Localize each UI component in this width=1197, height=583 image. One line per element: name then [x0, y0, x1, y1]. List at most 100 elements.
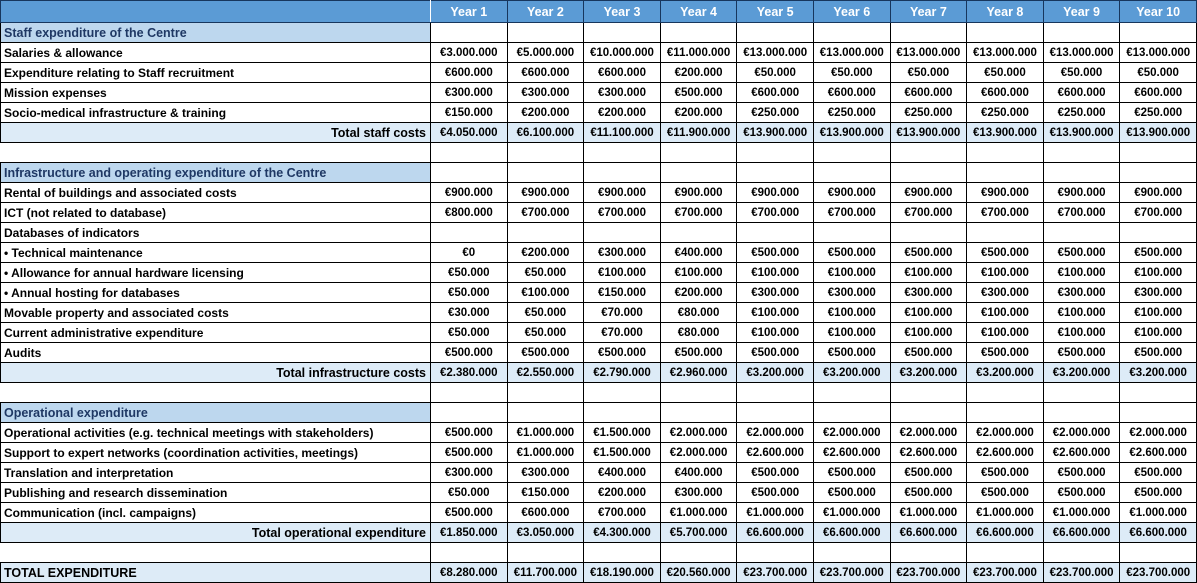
value-cell: €500.000	[889, 342, 968, 363]
table-row: Salaries & allowance €3.000.000 €5.000.000…	[0, 42, 1197, 63]
value-cell: €11.000.000	[659, 42, 738, 63]
value-cell: €200.000	[659, 62, 738, 83]
value-cell: €500.000	[889, 482, 968, 503]
value-cell: €100.000	[506, 282, 585, 303]
value-cell: €700.000	[1119, 202, 1197, 223]
value-cell: €1.000.000	[812, 502, 891, 523]
value-cell: €13.900.000	[736, 122, 814, 143]
value-cell: €13.900.000	[812, 122, 891, 143]
empty-cell	[506, 22, 585, 43]
value-cell: €100.000	[583, 262, 661, 283]
value-cell: €6.600.000	[966, 522, 1044, 543]
value-cell: €6.600.000	[1042, 522, 1121, 543]
row-label-cell: Publishing and research dissemination	[0, 482, 431, 503]
year-header-cell: Year 5	[736, 0, 814, 23]
spacer-row	[0, 142, 1197, 163]
value-cell: €500.000	[430, 342, 508, 363]
value-cell: €500.000	[889, 462, 968, 483]
spacer-cell	[736, 542, 814, 563]
spacer-cell	[966, 542, 1044, 563]
value-cell: €8.280.000	[430, 562, 508, 583]
row-label-cell: • Allowance for annual hardware licensin…	[0, 262, 431, 283]
value-cell: €13.000.000	[966, 42, 1044, 63]
spacer-row	[0, 542, 1197, 563]
value-cell: €900.000	[583, 182, 661, 203]
value-cell	[889, 222, 968, 243]
value-cell: €700.000	[659, 202, 738, 223]
value-cell: €4.300.000	[583, 522, 661, 543]
spacer-cell	[889, 142, 968, 163]
value-cell: €50.000	[966, 62, 1044, 83]
value-cell: €50.000	[1042, 62, 1121, 83]
value-cell: €900.000	[1042, 182, 1121, 203]
value-cell: €600.000	[430, 62, 508, 83]
value-cell: €13.000.000	[889, 42, 968, 63]
table-row: Databases of indicators	[0, 222, 1197, 243]
value-cell: €700.000	[812, 202, 891, 223]
table-row: • Allowance for annual hardware licensin…	[0, 262, 1197, 283]
spacer-cell	[812, 382, 891, 403]
value-cell: €300.000	[889, 282, 968, 303]
value-cell: €500.000	[1119, 242, 1197, 263]
spacer-cell	[736, 382, 814, 403]
value-cell: €250.000	[966, 102, 1044, 123]
spacer-cell	[812, 542, 891, 563]
year-header-cell: Year 4	[659, 0, 738, 23]
value-cell: €200.000	[583, 482, 661, 503]
value-cell: €250.000	[812, 102, 891, 123]
value-cell: €2.960.000	[659, 362, 738, 383]
row-label-cell: • Technical maintenance	[0, 242, 431, 263]
value-cell	[430, 222, 508, 243]
value-cell: €5.000.000	[506, 42, 585, 63]
value-cell: €500.000	[430, 442, 508, 463]
table-row: Support to expert networks (coordination…	[0, 442, 1197, 463]
value-cell: €3.000.000	[430, 42, 508, 63]
table-row: • Annual hosting for databases €50.000 €10…	[0, 282, 1197, 303]
spacer-cell	[812, 142, 891, 163]
spacer-row	[0, 382, 1197, 403]
row-label-cell: • Annual hosting for databases	[0, 282, 431, 303]
value-cell: €13.900.000	[966, 122, 1044, 143]
value-cell: €300.000	[583, 242, 661, 263]
value-cell: €300.000	[659, 482, 738, 503]
empty-cell	[1042, 22, 1121, 43]
value-cell: €300.000	[966, 282, 1044, 303]
value-cell: €11.100.000	[583, 122, 661, 143]
value-cell: €50.000	[506, 322, 585, 343]
value-cell: €500.000	[430, 502, 508, 523]
value-cell: €1.000.000	[1119, 502, 1197, 523]
value-cell: €2.600.000	[966, 442, 1044, 463]
value-cell: €4.050.000	[430, 122, 508, 143]
value-cell	[583, 222, 661, 243]
value-cell: €100.000	[1042, 302, 1121, 323]
value-cell: €1.500.000	[583, 442, 661, 463]
row-label-cell: Expenditure relating to Staff recruitmen…	[0, 62, 431, 83]
spacer-cell	[0, 382, 431, 403]
spacer-cell	[583, 142, 661, 163]
value-cell: €1.000.000	[1042, 502, 1121, 523]
value-cell: €150.000	[506, 482, 585, 503]
total-label-cell: Total staff costs	[0, 122, 431, 143]
value-cell: €100.000	[736, 262, 814, 283]
value-cell: €900.000	[736, 182, 814, 203]
value-cell: €100.000	[812, 322, 891, 343]
row-label-cell: Current administrative expenditure	[0, 322, 431, 343]
value-cell: €200.000	[583, 102, 661, 123]
value-cell: €2.000.000	[812, 422, 891, 443]
value-cell: €500.000	[1042, 482, 1121, 503]
value-cell: €500.000	[812, 342, 891, 363]
value-cell: €100.000	[966, 302, 1044, 323]
table-row: Operational activities (e.g. technical m…	[0, 422, 1197, 443]
row-label-cell: Support to expert networks (coordination…	[0, 442, 431, 463]
value-cell: €6.100.000	[506, 122, 585, 143]
empty-cell	[889, 22, 968, 43]
empty-cell	[1119, 402, 1197, 423]
value-cell: €2.000.000	[736, 422, 814, 443]
value-cell: €100.000	[659, 262, 738, 283]
value-cell: €2.600.000	[889, 442, 968, 463]
value-cell: €500.000	[1042, 242, 1121, 263]
value-cell: €600.000	[1119, 82, 1197, 103]
value-cell: €100.000	[1119, 262, 1197, 283]
section-header-row: Staff expenditure of the Centre	[0, 22, 1197, 43]
value-cell: €1.850.000	[430, 522, 508, 543]
